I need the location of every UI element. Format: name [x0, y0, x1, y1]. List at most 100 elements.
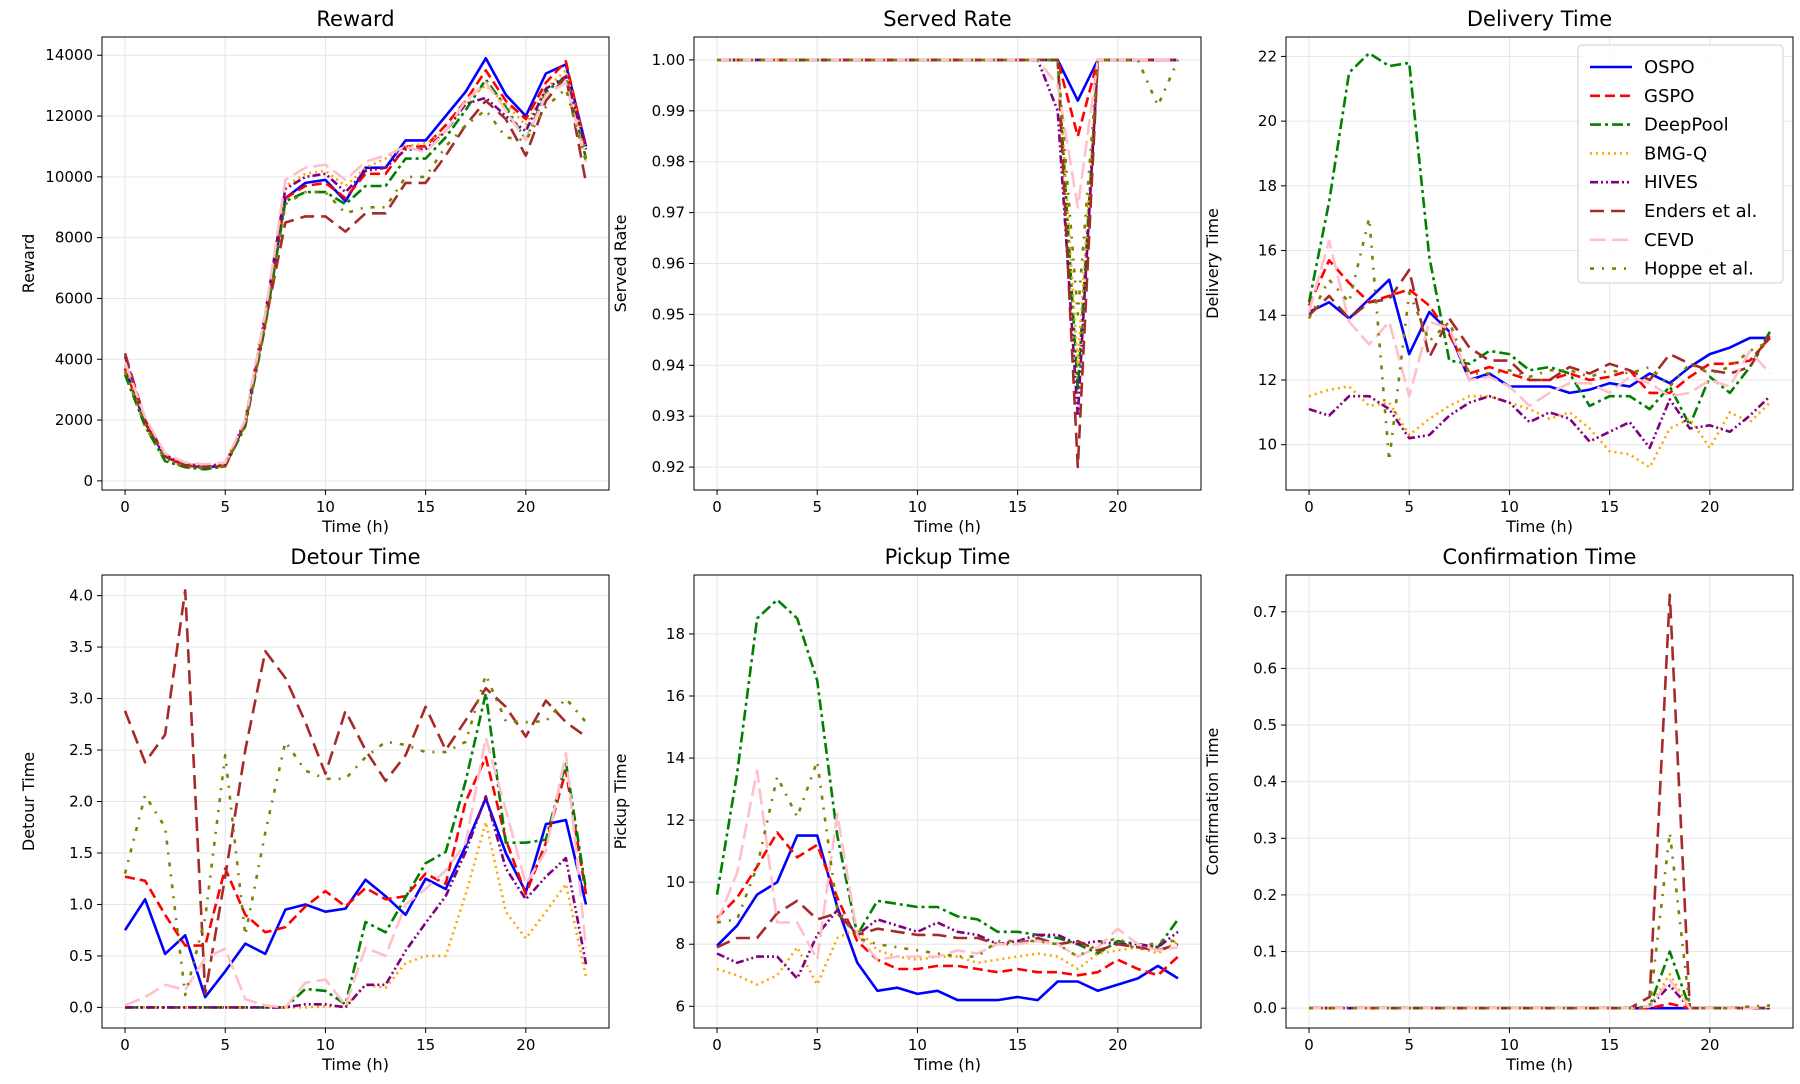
legend-label-bmg-q: BMG-Q: [1644, 143, 1707, 164]
series-line-deeppool: [715, 598, 1180, 955]
series-line-enders-et-al: [716, 899, 1179, 952]
y-tick-label: 0.92: [652, 458, 685, 476]
x-tick-label: 0: [120, 1036, 130, 1054]
x-tick-label: 15: [416, 1036, 435, 1054]
x-tick-label: 5: [220, 1036, 230, 1054]
legend-box: [1577, 44, 1784, 284]
x-tick-label: 15: [1008, 498, 1027, 516]
series-line-cevd: [1309, 978, 1771, 1010]
series-group: [123, 56, 588, 471]
series-line-hives: [1309, 984, 1770, 1010]
y-axis-label: Delivery Time: [1203, 208, 1222, 319]
y-tick-label: 0.2: [1253, 886, 1277, 904]
axes-frame: [101, 36, 610, 491]
y-tick-label: 0.97: [652, 204, 685, 222]
y-tick-label: 12: [666, 811, 685, 829]
x-tick-label: 5: [812, 498, 822, 516]
x-tick-label: 0: [712, 498, 722, 516]
series-line-hoppe-et-al: [717, 58, 1180, 316]
x-axis-label: Time (h): [321, 1055, 389, 1074]
series-line-cevd: [717, 58, 1178, 209]
x-axis-label: Time (h): [1505, 517, 1573, 536]
axes-frame: [693, 574, 1202, 1029]
y-tick-label: 6000: [55, 289, 93, 307]
x-tick-label: 10: [1500, 498, 1519, 516]
y-tick-label: 10000: [45, 168, 93, 186]
x-axis-label: Time (h): [913, 517, 981, 536]
y-tick-label: 16: [1258, 242, 1277, 260]
series-line-cevd: [715, 769, 1179, 962]
y-tick-label: 2.5: [69, 741, 93, 759]
x-tick-label: 15: [1600, 498, 1619, 516]
y-tick-label: 14: [1258, 306, 1277, 324]
x-tick-label: 20: [1108, 498, 1127, 516]
y-tick-label: 0.6: [1253, 659, 1277, 677]
y-tick-label: 0: [83, 472, 93, 490]
y-axis-label: Pickup Time: [611, 754, 630, 850]
x-tick-label: 20: [516, 1036, 535, 1054]
series-line-gspo: [716, 831, 1179, 977]
y-tick-label: 0.98: [652, 153, 685, 171]
y-tick-label: 0.95: [652, 305, 685, 323]
series-line-ospo: [123, 56, 588, 469]
axes-frame: [1285, 36, 1794, 491]
legend-label-enders-et-al: Enders et al.: [1644, 201, 1757, 222]
y-tick-label: 0.5: [1253, 716, 1277, 734]
panel-served-rate: 0 5 10 15 20 0.92 0.93 0.94 0.95 0.96 0.97 0.98 0.99…: [611, 7, 1202, 536]
series-line-ospo: [123, 797, 588, 999]
series-line-deeppool: [125, 692, 588, 1009]
panel-delivery-time: 0 5 10 15 20 10 12 14 16 18 20 22 Delivery Time Time …: [1203, 7, 1794, 536]
x-tick-label: 10: [1500, 1036, 1519, 1054]
y-tick-label: 0.94: [652, 356, 685, 374]
x-tick-label: 0: [120, 498, 130, 516]
x-tick-label: 20: [516, 498, 535, 516]
series-line-cevd: [123, 81, 588, 466]
y-tick-label: 3.5: [69, 638, 93, 656]
panel-detour-time: 0 5 10 15 20 0.0 0.5 1.0 1.5 2.0 2.5 3.0 3.5 4.0 Detou…: [19, 545, 610, 1074]
series-line-bmg-q: [1309, 972, 1770, 1010]
series-group: [1307, 51, 1772, 469]
series-line-gspo: [717, 58, 1178, 138]
y-tick-label: 14000: [45, 46, 93, 64]
axes-frame: [1285, 574, 1794, 1029]
x-tick-label: 5: [812, 1036, 822, 1054]
series-line-deeppool: [123, 75, 588, 471]
y-tick-label: 4.0: [69, 587, 93, 605]
panel-title: Delivery Time: [1467, 7, 1612, 31]
x-tick-label: 5: [220, 498, 230, 516]
y-tick-label: 12000: [45, 107, 93, 125]
x-tick-label: 10: [316, 498, 335, 516]
x-tick-label: 20: [1108, 1036, 1127, 1054]
series-line-cevd: [1307, 239, 1771, 408]
y-tick-label: 12: [1258, 371, 1277, 389]
y-tick-label: 18: [1258, 177, 1277, 195]
panel-title: Confirmation Time: [1443, 545, 1637, 569]
series-group: [1309, 593, 1771, 1010]
legend-label-ospo: OSPO: [1644, 57, 1695, 78]
panel-title: Reward: [316, 7, 394, 31]
panel-pickup-time: 0 5 10 15 20 6 8 10 12 14 16 18 Pickup Time Time (h) P…: [611, 545, 1202, 1074]
y-axis-label: Reward: [19, 234, 38, 294]
legend-label-gspo: GSPO: [1644, 86, 1694, 107]
panel-reward: 0 5 10 15 20 0 2000 4000 6000 8000 10000 12000 14000…: [19, 7, 610, 536]
y-axis-label: Detour Time: [19, 752, 38, 851]
x-tick-label: 15: [1008, 1036, 1027, 1054]
y-tick-label: 1.00: [652, 51, 685, 69]
y-tick-label: 14: [666, 749, 685, 767]
y-tick-label: 0.7: [1253, 603, 1277, 621]
series-line-ospo: [716, 834, 1179, 1002]
y-tick-label: 0.0: [69, 998, 93, 1016]
y-tick-label: 6: [675, 997, 685, 1015]
y-tick-label: 0.4: [1253, 773, 1277, 791]
x-tick-label: 20: [1700, 1036, 1719, 1054]
y-tick-label: 2.0: [69, 793, 93, 811]
legend-label-deeppool: DeepPool: [1644, 115, 1729, 136]
x-tick-label: 0: [712, 1036, 722, 1054]
x-axis-label: Time (h): [913, 1055, 981, 1074]
y-tick-label: 1.0: [69, 895, 93, 913]
panel-title: Detour Time: [290, 545, 420, 569]
legend: OSPO GSPO DeepPool BMG-Q HIVES Enders et al. C…: [1577, 44, 1784, 284]
x-tick-label: 0: [1304, 1036, 1314, 1054]
x-tick-label: 0: [1304, 498, 1314, 516]
